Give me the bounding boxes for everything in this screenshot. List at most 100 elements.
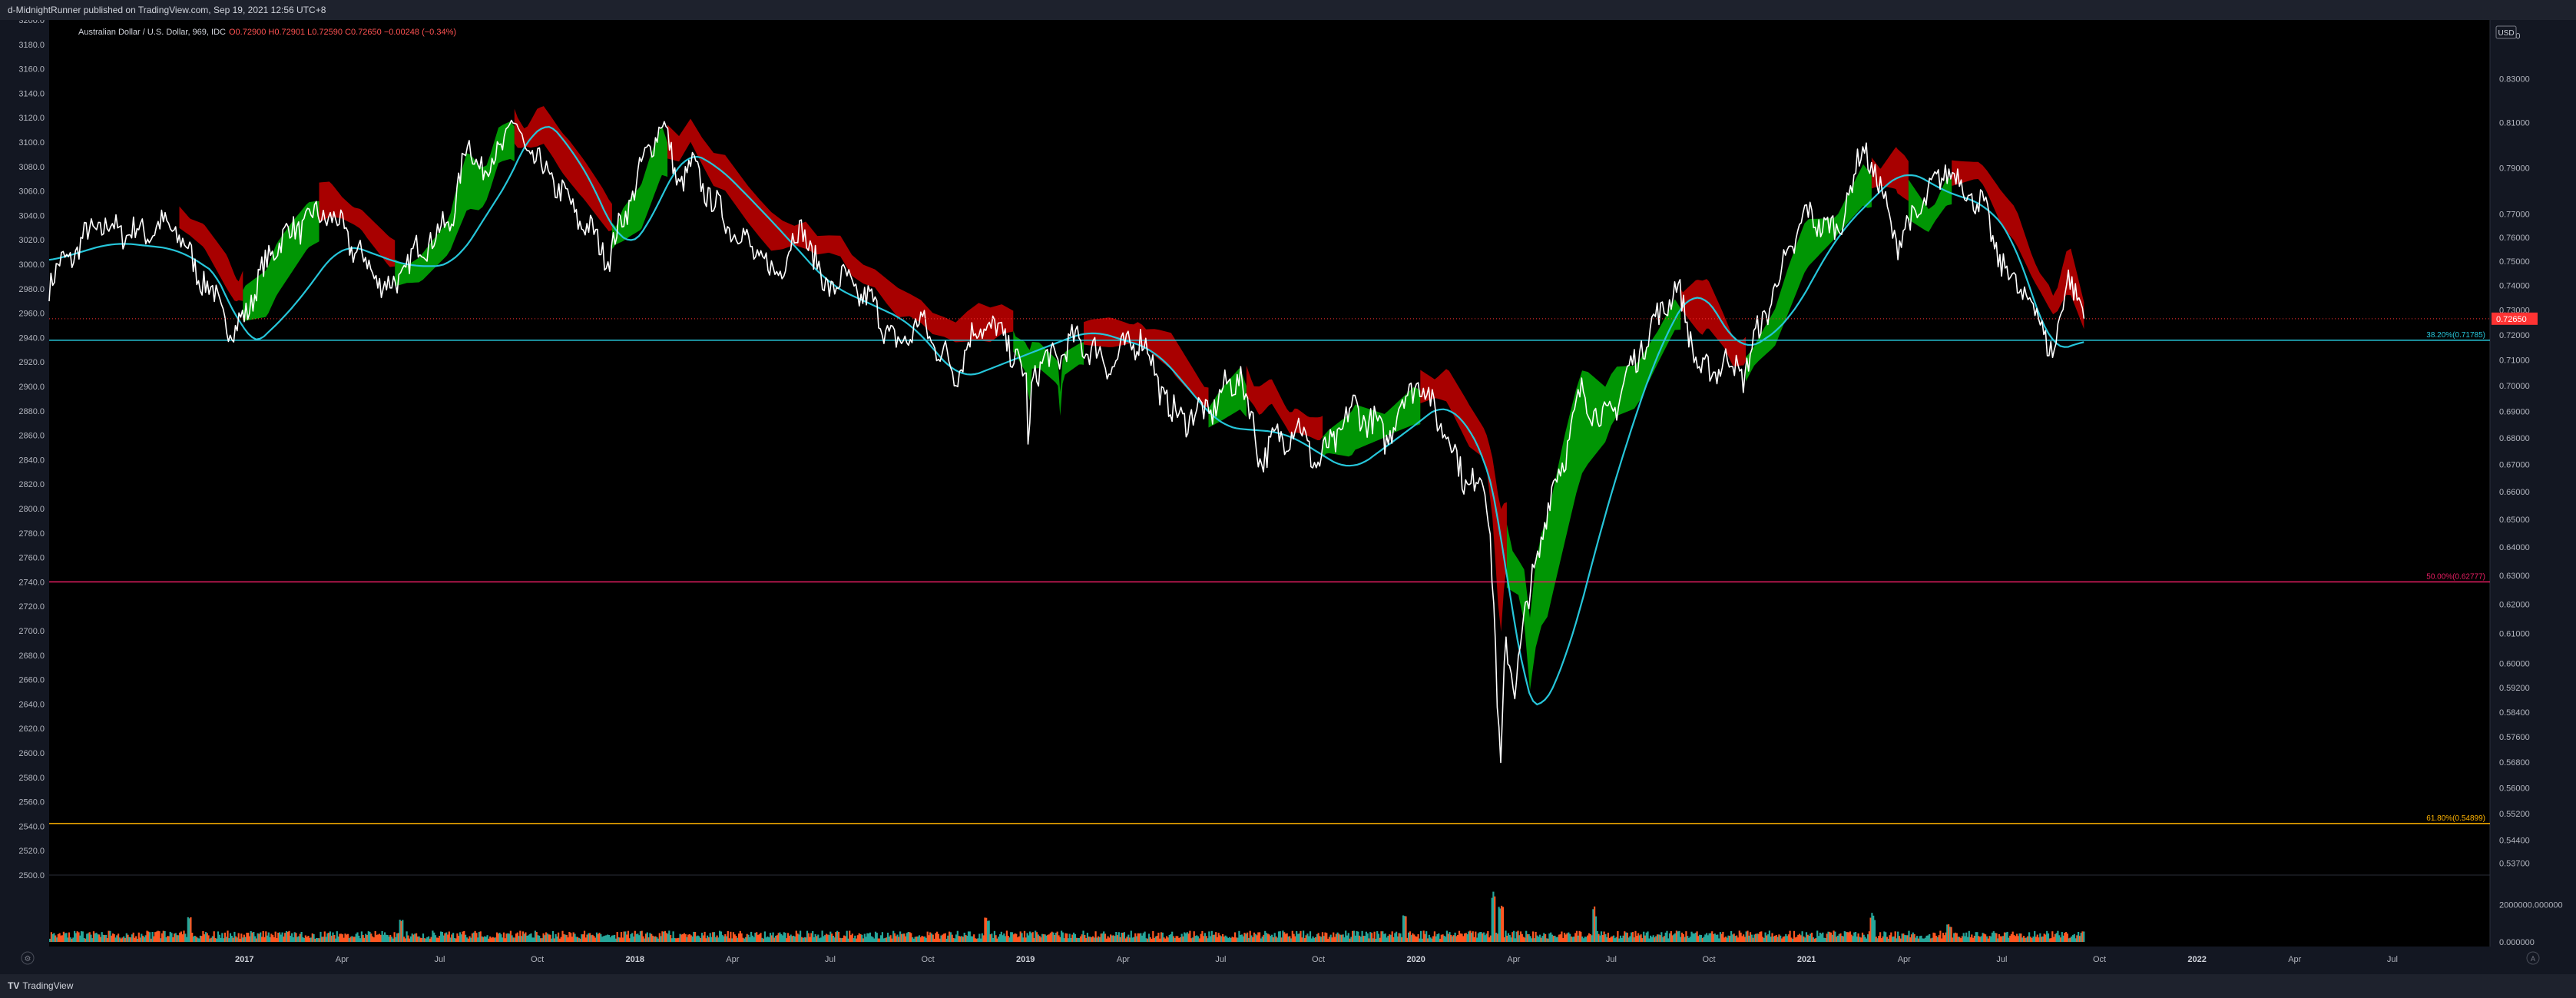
volume-bar [320, 931, 322, 942]
price-chart[interactable]: 3200.03180.03160.03140.03120.03100.03080… [0, 20, 2576, 974]
price-line[interactable] [48, 119, 2085, 764]
volume-bar [1857, 933, 1859, 942]
right-tick-label: 0.67000 [2499, 461, 2530, 470]
currency-badge[interactable] [2495, 25, 2517, 39]
volume-bar [1866, 938, 1868, 942]
moving-average-line[interactable] [48, 125, 2084, 706]
volume-bar [2041, 937, 2043, 942]
volume-bar [335, 938, 337, 942]
volume-bar [1780, 935, 1782, 942]
auto-scale-button[interactable] [2526, 951, 2540, 965]
volume-bar [1667, 938, 1670, 942]
volume-bar [1507, 933, 1510, 942]
volume-bar [1320, 937, 1323, 942]
volume-bar [1657, 934, 1660, 942]
volume-bar [1303, 938, 1306, 942]
volume-bar [814, 933, 816, 942]
volume-bar [1159, 938, 1161, 942]
volume-bar [638, 935, 641, 942]
volume-bar [1134, 933, 1137, 942]
volume-bar [1389, 934, 1391, 942]
volume-bar [1119, 937, 1121, 942]
volume-bar [1860, 937, 1862, 942]
volume-bar [1792, 938, 1794, 942]
trend-band-down [667, 118, 1014, 343]
volume-bar [254, 936, 257, 942]
tradingview-logo[interactable]: TV TradingView [8, 980, 73, 991]
volume-bar [422, 933, 425, 942]
volume-bar [698, 936, 700, 942]
volume-bar [1521, 933, 1523, 942]
volume-bar [1536, 935, 1538, 942]
volume-bar [346, 934, 348, 942]
volume-bar [1059, 937, 1061, 942]
volume-bar [929, 932, 932, 942]
volume-bar [97, 934, 99, 942]
volume-bar [775, 936, 777, 942]
volume-bar [1018, 936, 1020, 942]
volume-bar [439, 936, 441, 942]
volume-bar [1615, 937, 1617, 942]
volume-bar [863, 933, 866, 942]
timezone-button[interactable] [21, 951, 35, 965]
volume-bar [479, 931, 482, 942]
volume-bar [290, 935, 292, 942]
volume-bar [1484, 935, 1486, 942]
volume-bar [1282, 930, 1284, 942]
volume-bar [619, 937, 621, 942]
volume-bar [959, 936, 962, 942]
volume-bar [1756, 933, 1758, 942]
volume-bar [378, 933, 381, 942]
volume-bar [1982, 933, 1984, 942]
left-tick-label: 2980.0 [18, 285, 45, 294]
volume-bar [161, 933, 164, 942]
volume-bar [1177, 936, 1179, 942]
volume-bar [572, 932, 574, 942]
volume-bar [297, 936, 300, 942]
volume-bar [1800, 935, 1802, 942]
volume-bar [1438, 933, 1440, 942]
volume-bar [416, 937, 419, 942]
volume-bar [1089, 937, 1091, 942]
volume-bar [169, 931, 171, 942]
volume-bar [1356, 930, 1358, 942]
volume-bar [1543, 933, 1545, 942]
volume-bar [257, 933, 259, 942]
volume-bar [1501, 905, 1503, 942]
volume-bar [2016, 933, 2018, 942]
volume-bar [1868, 931, 1870, 942]
volume-bar [183, 930, 185, 942]
volume-bar [618, 937, 620, 942]
volume-bar [1931, 937, 1933, 942]
volume-bar [937, 933, 939, 942]
volume-bar [1925, 935, 1928, 942]
volume-bar [284, 933, 286, 942]
volume-bar [1563, 933, 1566, 942]
volume-bar [511, 935, 513, 942]
volume-bar [1528, 933, 1530, 942]
left-axis-ticks: 3200.03180.03160.03140.03120.03100.03080… [18, 20, 45, 880]
volume-bar [458, 936, 460, 942]
volume-bar [917, 936, 919, 942]
left-tick-label: 2760.0 [18, 554, 45, 563]
volume-bar [1936, 937, 1939, 942]
volume-bar [1517, 930, 1519, 942]
volume-bar [737, 937, 739, 942]
volume-bar [1880, 938, 1882, 942]
left-tick-label: 2520.0 [18, 847, 45, 856]
volume-bar [1028, 935, 1030, 942]
volume-bar [1191, 937, 1194, 942]
volume-bar [1333, 932, 1335, 942]
volume-bar [525, 932, 527, 942]
volume-bar [1708, 933, 1710, 942]
volume-bar [344, 933, 346, 942]
volume-bar [1101, 933, 1104, 942]
left-axis-panel [0, 20, 49, 947]
volume-bar [657, 938, 660, 942]
right-tick-label: 0.61000 [2499, 630, 2530, 639]
volume-bar [1768, 930, 1770, 942]
volume-bar [1831, 934, 1833, 942]
volume-bar [386, 935, 389, 942]
legend-ohlc: O0.72900 H0.72901 L0.72590 C0.72650 −0.0… [229, 28, 456, 37]
volume-bar [288, 930, 290, 942]
